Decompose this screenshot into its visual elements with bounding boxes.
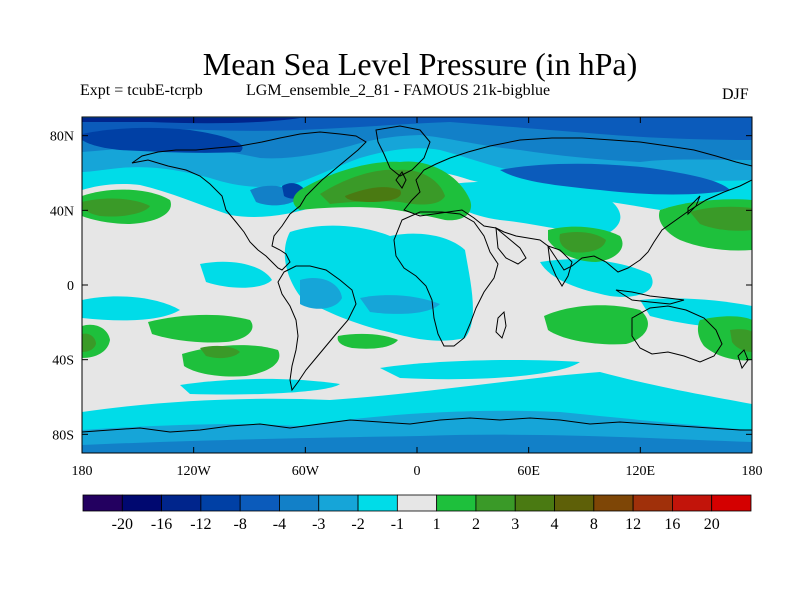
colorbar-label: 16: [664, 516, 680, 533]
colorbar-swatch: [672, 494, 713, 512]
colorbar-swatch: [711, 494, 752, 512]
lat-tick-label: 80N: [50, 130, 74, 145]
lon-tick-label: 60W: [292, 464, 320, 479]
coastline-india: [547, 245, 573, 287]
field-region: [148, 314, 253, 343]
coastline-indonesia: [615, 289, 685, 305]
coastline-australia: [631, 305, 723, 363]
lat-tick-label: 40N: [50, 204, 74, 219]
colorbar-label: -4: [273, 516, 286, 533]
field-region: [360, 295, 440, 314]
colorbar-label: 12: [625, 516, 641, 533]
experiment-label: Expt = tcubE-tcrpb: [80, 82, 203, 99]
lat-tick-label: 40S: [52, 354, 74, 369]
colorbar-swatch: [514, 494, 555, 512]
field-region: [345, 187, 401, 202]
lon-tick-label: 180: [742, 464, 763, 479]
field-region: [200, 261, 272, 288]
field-region: [300, 278, 342, 309]
lon-tick-label: 180: [72, 464, 93, 479]
coastline-eurasia: [403, 137, 752, 273]
field-region: [82, 198, 150, 217]
field-region: [82, 434, 752, 453]
field-region: [82, 117, 752, 140]
field-region: [180, 378, 340, 395]
field-region: [540, 259, 653, 297]
lon-tick-label: 0: [414, 464, 421, 479]
colorbar-label: 8: [590, 516, 598, 533]
colorbar-swatch: [318, 494, 359, 512]
coastlines: [82, 125, 752, 433]
lon-tick-label: 120E: [626, 464, 656, 479]
lat-tick-label: 0: [67, 279, 74, 294]
field-region: [500, 163, 730, 195]
lon-tick-label: 120W: [177, 464, 212, 479]
colorbar-label: 4: [551, 516, 559, 533]
colorbar-label: -2: [351, 516, 364, 533]
field-region: [82, 118, 300, 124]
coastline-arabia: [495, 226, 527, 265]
pressure-field: [82, 117, 752, 453]
coastline-uk: [395, 171, 407, 189]
colorbar-label: -12: [190, 516, 211, 533]
colorbar-swatch: [593, 494, 634, 512]
lat-tick-label: 80S: [52, 428, 74, 443]
field-region: [380, 360, 580, 380]
lon-tick-label: 60E: [517, 464, 540, 479]
coastline-japan: [687, 195, 701, 216]
colorbar-swatch: [357, 494, 398, 512]
coastline-africa: [393, 211, 499, 347]
colorbar-label: 3: [511, 516, 519, 533]
colorbar-label: 2: [472, 516, 480, 533]
ensemble-label: LGM_ensemble_2_81 - FAMOUS 21k-bigblue: [246, 82, 551, 99]
colorbar-swatch: [554, 494, 595, 512]
field-region: [559, 232, 606, 253]
colorbar-swatch: [436, 494, 477, 512]
colorbar-label: 20: [704, 516, 720, 533]
colorbar-label: -16: [151, 516, 172, 533]
coastline-madagascar: [495, 310, 507, 339]
coastline-south-america: [277, 265, 357, 392]
colorbar-label: -20: [112, 516, 133, 533]
longitude-axis: 180 120W 60W 0 60E 120E 180: [72, 117, 763, 479]
field-region: [697, 316, 752, 361]
colorbar: -20 -16 -12 -8 -4 -3 -2 -1 1 2 3 4 8 12 16 20: [82, 494, 752, 533]
coastline-north-america: [131, 131, 367, 271]
plot-title: Mean Sea Level Pressure (in hPa): [202, 46, 638, 82]
colorbar-swatch: [161, 494, 202, 512]
latitude-axis: 80N 40N 0 40S 80S: [50, 130, 752, 443]
field-region: [200, 345, 240, 359]
field-region: [690, 206, 752, 231]
colorbar-label: 1: [433, 516, 441, 533]
colorbar-label: -3: [312, 516, 325, 533]
colorbar-swatch: [239, 494, 280, 512]
coastline-antarctica: [82, 417, 752, 433]
colorbar-swatch: [200, 494, 241, 512]
coastline-greenland: [375, 125, 431, 177]
colorbar-swatch: [475, 494, 516, 512]
colorbar-swatch: [396, 494, 438, 512]
colorbar-swatch: [279, 494, 320, 512]
field-region: [82, 127, 243, 153]
field-region: [337, 333, 398, 349]
colorbar-label: -1: [391, 516, 404, 533]
field-region: [544, 305, 648, 345]
season-label: DJF: [722, 86, 749, 103]
colorbar-swatch: [82, 494, 123, 512]
field-region: [82, 296, 180, 321]
field-region: [82, 333, 96, 352]
field-region: [284, 225, 473, 341]
colorbar-swatch: [632, 494, 673, 512]
colorbar-swatch: [121, 494, 162, 512]
colorbar-label: -8: [234, 516, 247, 533]
field-region: [730, 329, 752, 352]
